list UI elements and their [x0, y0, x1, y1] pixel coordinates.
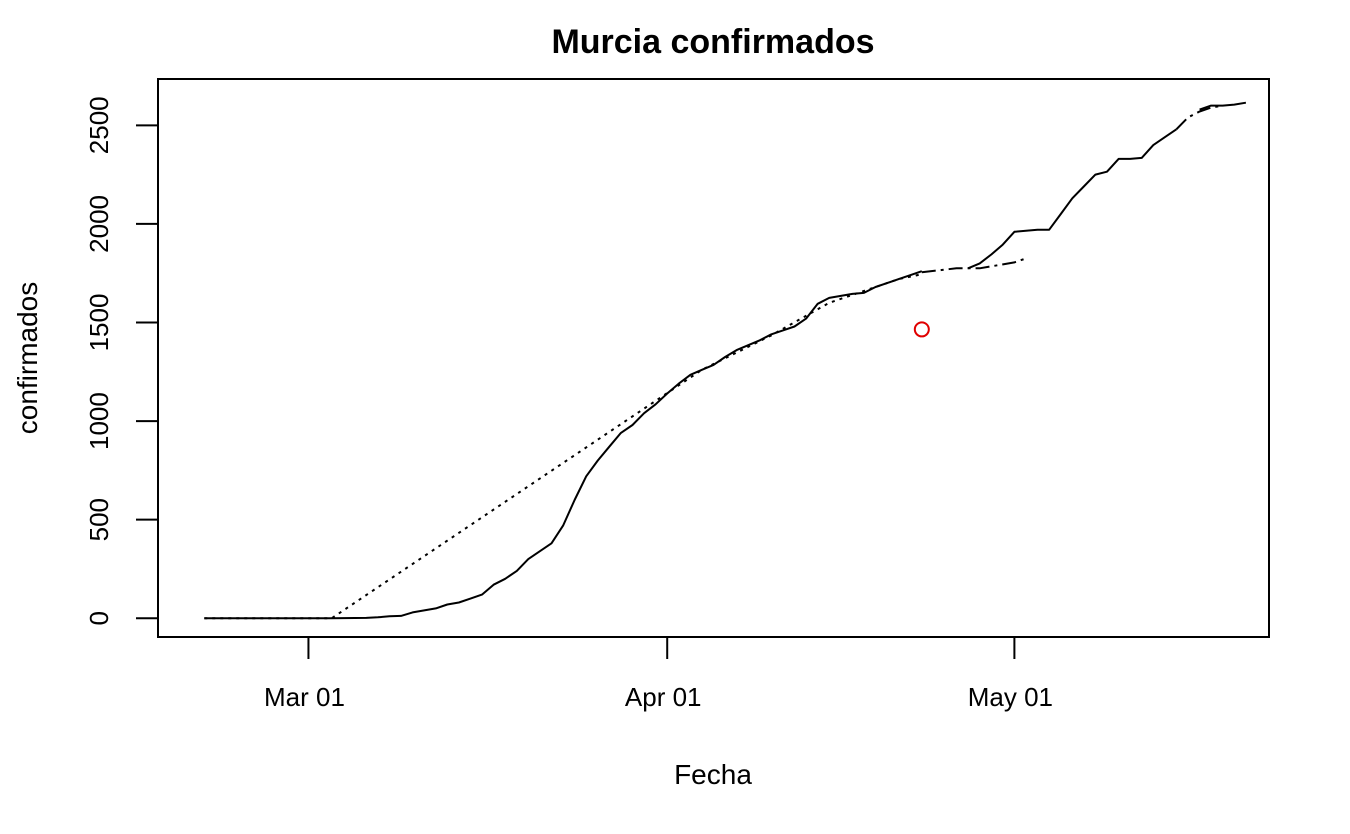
y-tick-label-2: 500: [84, 498, 114, 541]
series-line-5: [1175, 104, 1223, 130]
series-line-4: [967, 128, 1177, 270]
x-axis: Mar 01 Apr 01 May 01: [264, 637, 1053, 712]
y-tick-label-6: 2500: [84, 96, 114, 154]
y-axis: 0 500 1000 1500 2000 2500: [84, 96, 158, 626]
x-tick-label-2: Apr 01: [625, 682, 702, 712]
series-line-6: [1199, 101, 1247, 111]
y-tick-label-5: 2000: [84, 195, 114, 253]
plot-box: [157, 78, 1270, 638]
series-line-2: [204, 273, 923, 620]
series-line-3: [921, 257, 1027, 274]
series-layer: [204, 101, 1247, 620]
y-tick-label-3: 1000: [84, 392, 114, 450]
points-layer: [913, 321, 930, 338]
x-tick-label-1: Mar 01: [264, 682, 345, 712]
y-axis-label: confirmados: [12, 282, 43, 435]
x-axis-label: Fecha: [674, 759, 752, 790]
y-tick-label-1: 0: [84, 611, 114, 625]
chart-title: Murcia confirmados: [551, 23, 874, 61]
y-tick-label-4: 1500: [84, 294, 114, 352]
data-point-1: [913, 321, 930, 338]
series-line-1: [204, 270, 923, 620]
x-tick-label-3: May 01: [968, 682, 1053, 712]
